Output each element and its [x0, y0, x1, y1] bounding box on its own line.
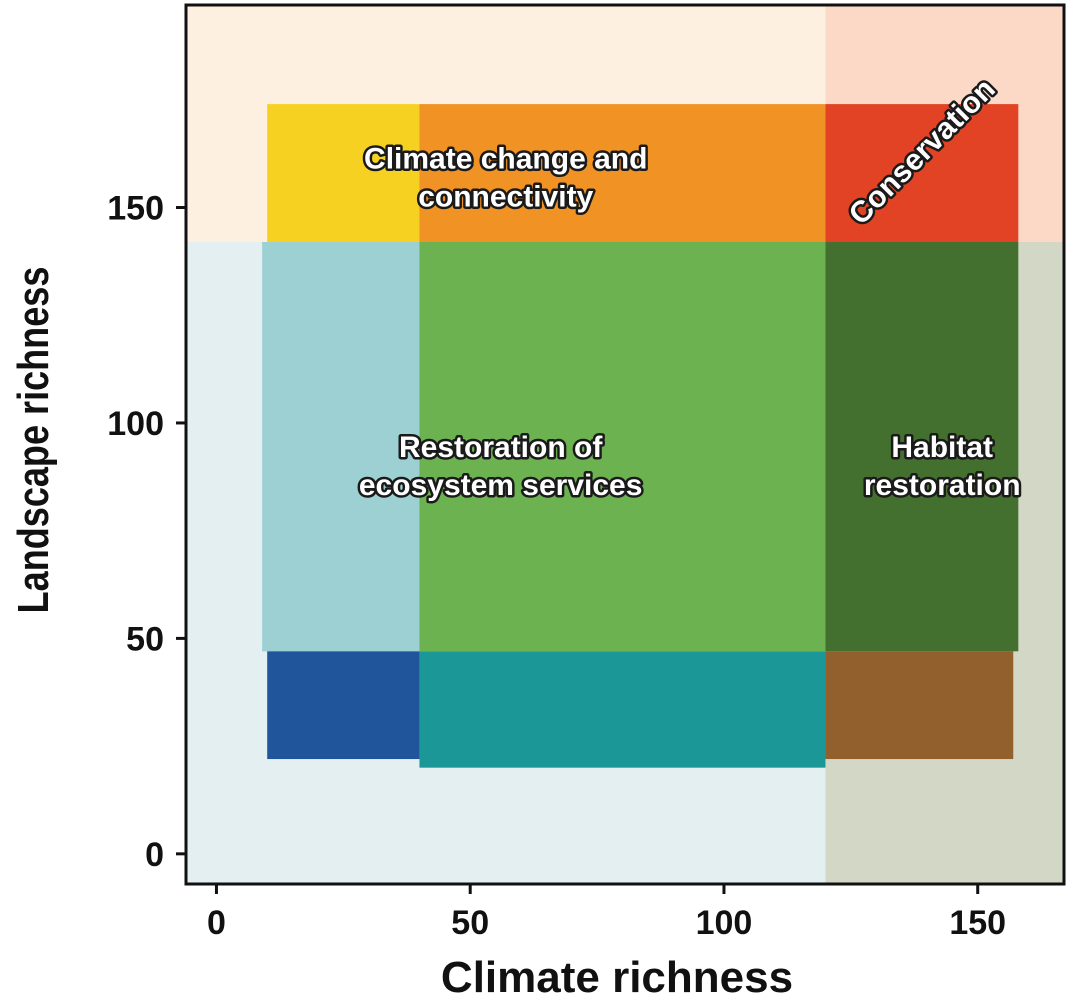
x-tick-label-50: 50	[451, 904, 489, 942]
cell-low-climate-mid-landscape	[262, 241, 420, 652]
cell-mid-climate-mid-landscape	[419, 241, 826, 652]
y-tick-label-0: 0	[145, 836, 164, 874]
plot-border	[184, 3, 1066, 886]
axis-ticks: 0 50 100 150 0 50 100 150	[107, 190, 1006, 942]
cell-mid-climate-low-landscape	[419, 651, 826, 768]
restoration-label-line-1: Restoration of	[399, 431, 603, 464]
x-tick-label-100: 100	[696, 904, 753, 942]
plot-frame	[184, 3, 1066, 886]
restoration-label: Restoration of ecosystem services	[356, 429, 645, 505]
cell-high-climate-high-landscape	[825, 104, 1019, 242]
y-tick-label-50: 50	[126, 620, 164, 658]
habitat-label: Habitat restoration	[861, 429, 1023, 505]
cell-low-climate-high-landscape	[267, 104, 420, 242]
cell-high-climate-low-landscape	[825, 651, 1014, 760]
cell-low-climate-low-landscape	[267, 651, 420, 760]
y-axis-title: Landscape richness	[9, 267, 58, 614]
restoration-label-line-2: ecosystem services	[359, 469, 643, 502]
climate-change-label-line-2: connectivity	[418, 180, 593, 213]
cell-high-climate-mid-landscape	[825, 241, 1019, 652]
cell-mid-climate-high-landscape	[419, 104, 826, 242]
x-axis-title: Climate richness	[441, 953, 793, 1002]
climate-change-label-line-1: Climate change and	[364, 142, 647, 175]
y-tick-label-150: 150	[107, 190, 164, 228]
richness-cells	[262, 104, 1019, 768]
climate-change-label: Climate change and connectivity	[362, 140, 650, 216]
x-tick-label-0: 0	[207, 904, 226, 942]
x-tick-label-150: 150	[949, 904, 1006, 942]
habitat-label-line-2: restoration	[864, 469, 1021, 502]
habitat-label-line-1: Habitat	[891, 431, 993, 464]
y-tick-label-100: 100	[107, 405, 164, 443]
